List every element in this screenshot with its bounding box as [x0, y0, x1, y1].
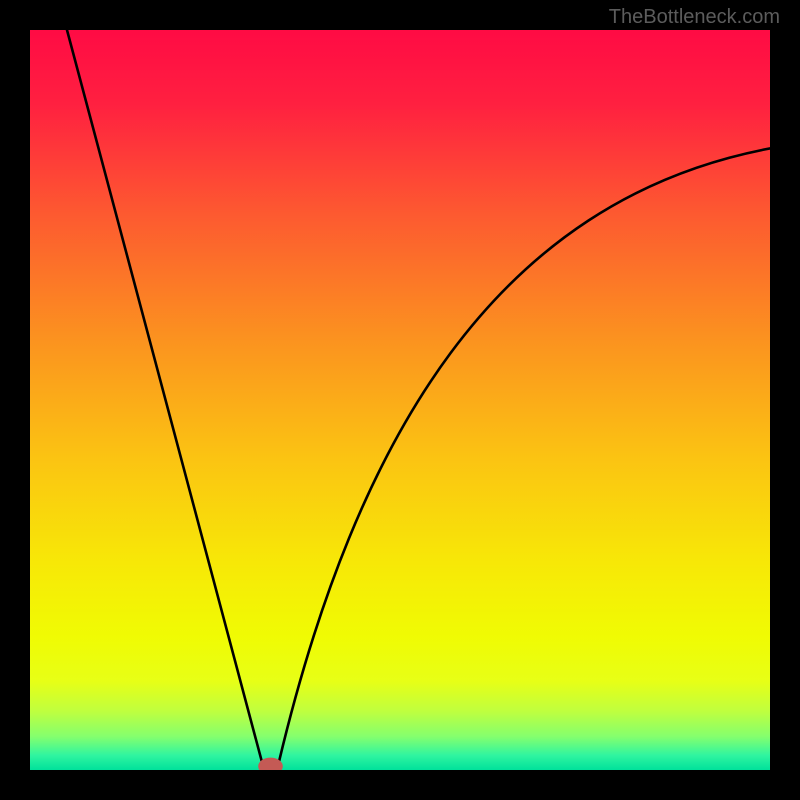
min-marker — [259, 758, 283, 770]
bottleneck-curve-chart — [30, 30, 770, 770]
gradient-background — [30, 30, 770, 770]
chart-container: TheBottleneck.com — [0, 0, 800, 800]
plot-area — [30, 30, 770, 770]
watermark-text: TheBottleneck.com — [609, 6, 780, 29]
